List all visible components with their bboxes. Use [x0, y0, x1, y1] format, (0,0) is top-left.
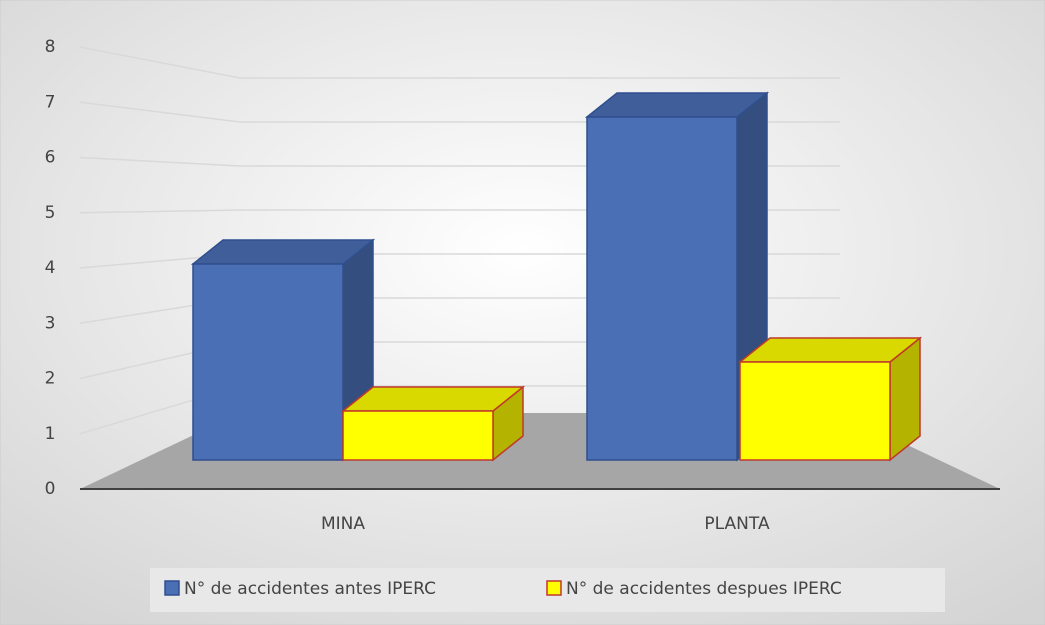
bar-top: [584, 92, 770, 118]
bar: [584, 91, 770, 462]
bar-top: [340, 386, 526, 412]
y-tick-label: 0: [45, 479, 56, 499]
bar-top: [190, 239, 376, 265]
y-tick-label: 3: [45, 313, 56, 333]
legend-swatch: [164, 580, 180, 596]
y-tick-label: 2: [45, 369, 56, 389]
bar-front: [739, 361, 891, 461]
bar-front: [342, 410, 494, 461]
y-tick-label: 1: [45, 424, 56, 444]
grid-line: [79, 46, 840, 79]
bar-front: [586, 116, 738, 461]
x-tick-label: MINA: [321, 514, 365, 534]
y-tick-label: 4: [45, 258, 56, 278]
bar: [340, 385, 526, 462]
bar: [737, 336, 923, 462]
bar-top: [737, 337, 923, 363]
y-tick-label: 6: [45, 148, 56, 168]
y-tick-label: 5: [45, 203, 56, 223]
legend-label: N° de accidentes despues IPERC: [566, 579, 842, 599]
x-tick-label: PLANTA: [704, 514, 770, 534]
y-tick-label: 8: [45, 37, 56, 57]
bar: [190, 238, 376, 462]
bar-front: [192, 263, 344, 461]
legend-swatch: [546, 580, 562, 596]
y-tick-label: 7: [45, 92, 56, 112]
legend-label: N° de accidentes antes IPERC: [184, 579, 436, 599]
